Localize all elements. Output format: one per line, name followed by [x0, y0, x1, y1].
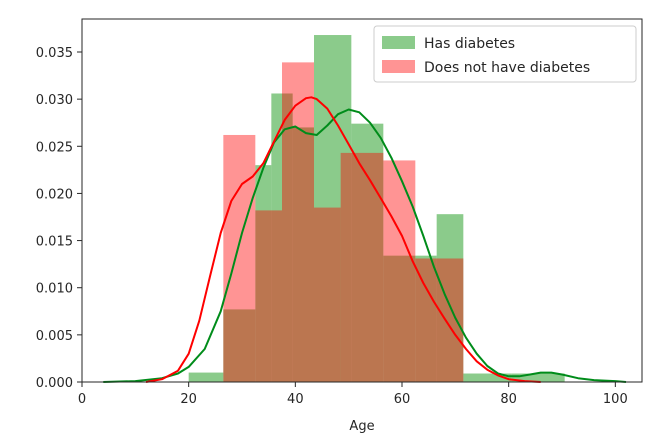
x-tick-label: 80: [500, 392, 517, 407]
histogram-bar-has-diabetes-10: [463, 373, 512, 382]
y-tick-label: 0.010: [36, 282, 73, 297]
histogram-bar-has-diabetes-11: [511, 373, 565, 382]
histogram-bar-has-diabetes-0: [188, 372, 224, 382]
x-tick-label: 0: [78, 392, 86, 407]
legend-swatch-no-diabetes: [382, 60, 415, 73]
kde-line-has-diabetes: [103, 108, 627, 383]
bars-layer: [188, 35, 565, 383]
y-tick-label: 0.020: [36, 187, 73, 202]
histogram-bar-has-diabetes-8: [415, 255, 437, 382]
histogram-bar-has-diabetes-9: [436, 214, 464, 382]
histogram-bar-has-diabetes-1: [223, 309, 256, 382]
y-tick-label: 0.030: [36, 93, 73, 108]
histogram-bar-has-diabetes-5: [314, 35, 352, 383]
x-tick-label: 100: [603, 392, 628, 407]
histogram-bar-no-diabetes-2: [282, 62, 314, 382]
legend-label-has-diabetes: Has diabetes: [424, 36, 515, 52]
legend: Has diabetes Does not have diabetes: [373, 25, 637, 83]
histogram-bar-no-diabetes-0: [223, 134, 256, 382]
kde-layer: [103, 96, 627, 383]
x-tick-label: 40: [287, 392, 304, 407]
x-axis: 0 20 40 60 80 100: [78, 382, 628, 407]
y-tick-label: 0.005: [36, 329, 73, 344]
legend-label-no-diabetes: Does not have diabetes: [424, 60, 590, 76]
x-tick-label: 60: [394, 392, 411, 407]
histogram-bar-no-diabetes-3: [314, 207, 341, 382]
x-tick-label: 20: [180, 392, 197, 407]
histogram-bar-has-diabetes-4: [292, 127, 314, 382]
y-tick-label: 0.035: [36, 46, 73, 61]
y-axis: 0.000 0.005 0.010 0.015 0.020 0.025 0.030 0.035: [36, 46, 82, 391]
x-axis-label: Age: [349, 419, 374, 434]
kde-line-no-diabetes: [145, 96, 541, 383]
y-tick-label: 0.015: [36, 235, 73, 250]
y-tick-label: 0.025: [36, 140, 73, 155]
histogram-bar-has-diabetes-3: [271, 93, 293, 382]
legend-box: [373, 25, 637, 83]
y-tick-label: 0.000: [36, 376, 73, 391]
histogram-bar-has-diabetes-2: [255, 165, 272, 382]
histogram-bar-has-diabetes-6: [351, 123, 384, 383]
plot-frame: [81, 18, 643, 383]
legend-swatch-has-diabetes: [382, 36, 415, 49]
histogram-bar-has-diabetes-7: [383, 255, 416, 382]
histogram-bar-no-diabetes-5: [383, 160, 416, 382]
histogram-bar-no-diabetes-4: [340, 152, 384, 382]
histogram-bar-no-diabetes-1: [255, 210, 282, 382]
